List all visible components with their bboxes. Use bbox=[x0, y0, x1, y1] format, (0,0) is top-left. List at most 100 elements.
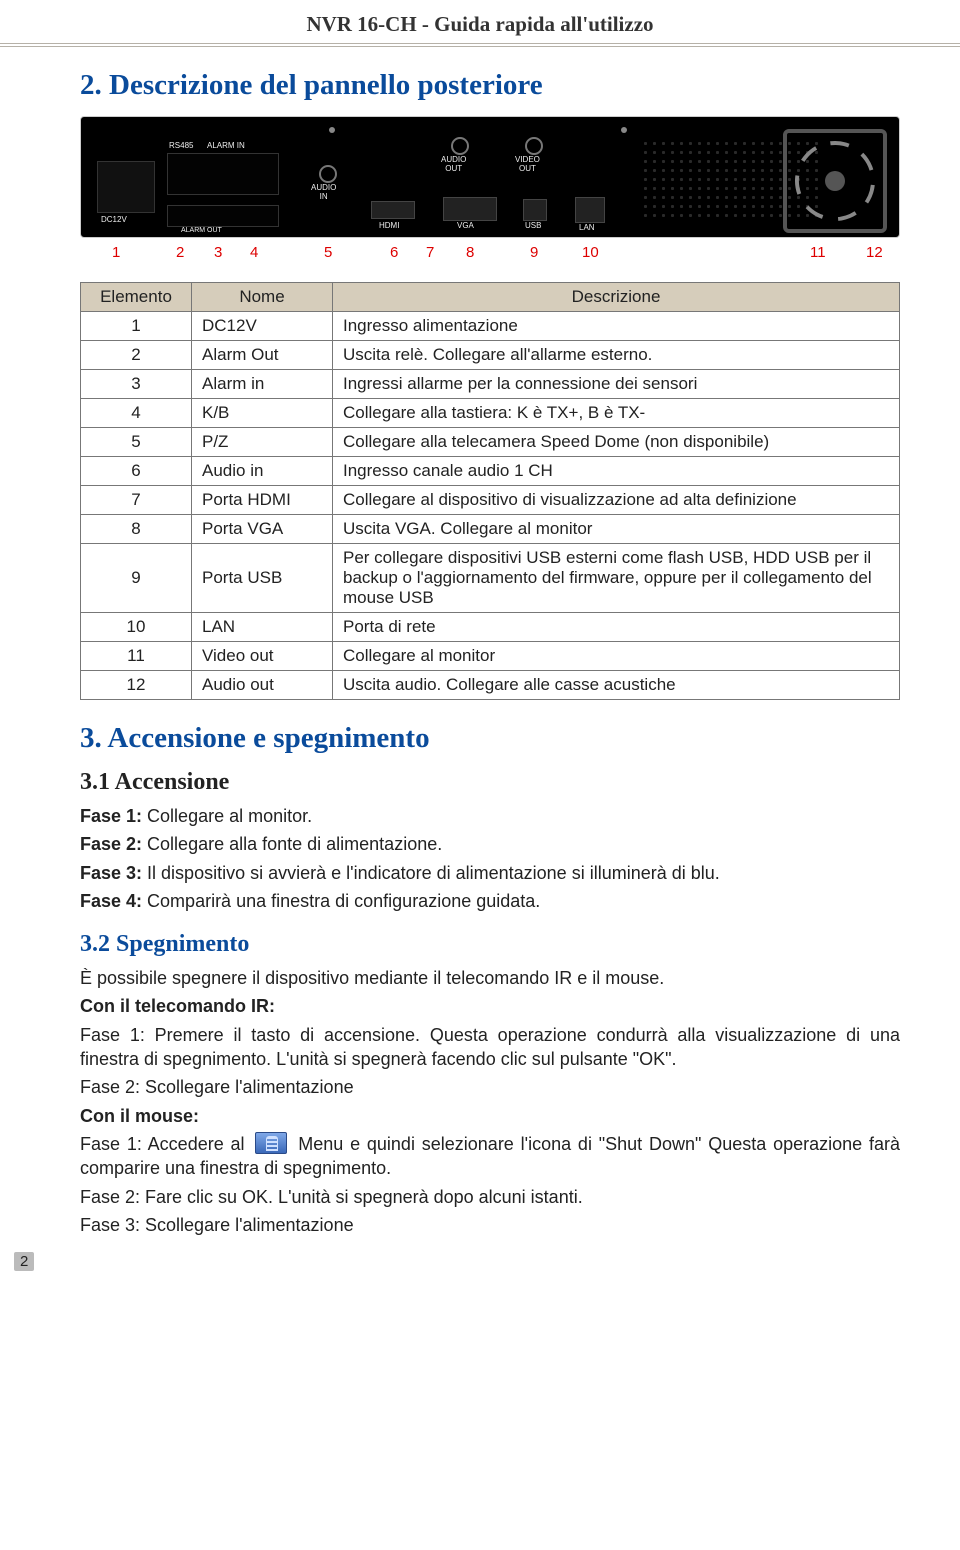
sec31-line: Fase 3: Il dispositivo si avvierà e l'in… bbox=[80, 861, 900, 885]
cell-elemento: 4 bbox=[81, 399, 192, 428]
fase-label: Fase 4: bbox=[80, 891, 142, 911]
cell-elemento: 1 bbox=[81, 312, 192, 341]
fase-label: Fase 1: bbox=[80, 806, 142, 826]
sec32-title: 3.2 Spegnimento bbox=[80, 931, 900, 958]
annotation-7: 7 bbox=[426, 244, 434, 261]
cell-nome: LAN bbox=[192, 613, 333, 642]
section3-title: 3. Accensione e spegnimento bbox=[80, 722, 900, 755]
label-alarm-out: ALARM OUT bbox=[181, 227, 222, 234]
cell-nome: K/B bbox=[192, 399, 333, 428]
cell-descrizione: Uscita audio. Collegare alle casse acust… bbox=[333, 671, 900, 700]
label-audio-out: AUDIOOUT bbox=[441, 155, 466, 173]
cell-elemento: 2 bbox=[81, 341, 192, 370]
cell-descrizione: Collegare alla telecamera Speed Dome (no… bbox=[333, 428, 900, 457]
fase-label: Fase 3: bbox=[80, 863, 142, 883]
label-lan: LAN bbox=[579, 223, 595, 232]
table-row: 5P/ZCollegare alla telecamera Speed Dome… bbox=[81, 428, 900, 457]
sec32-mouse-p1: Fase 1: Accedere al Menu e quindi selezi… bbox=[80, 1132, 900, 1181]
sec31-title: 3.1 Accensione bbox=[80, 769, 900, 796]
sec32-mouse-label: Con il mouse: bbox=[80, 1104, 900, 1128]
panel-table: Elemento Nome Descrizione 1DC12VIngresso… bbox=[80, 282, 900, 700]
shutdown-menu-icon bbox=[255, 1132, 287, 1154]
cell-elemento: 6 bbox=[81, 457, 192, 486]
cell-elemento: 9 bbox=[81, 544, 192, 613]
cell-nome: Video out bbox=[192, 642, 333, 671]
annotation-6: 6 bbox=[390, 244, 398, 261]
cell-descrizione: Ingresso canale audio 1 CH bbox=[333, 457, 900, 486]
cell-descrizione: Porta di rete bbox=[333, 613, 900, 642]
annotation-2: 2 bbox=[176, 244, 184, 261]
table-row: 12Audio outUscita audio. Collegare alle … bbox=[81, 671, 900, 700]
cell-descrizione: Ingresso alimentazione bbox=[333, 312, 900, 341]
sec32-ir-label: Con il telecomando IR: bbox=[80, 994, 900, 1018]
cell-elemento: 11 bbox=[81, 642, 192, 671]
cell-descrizione: Ingressi allarme per la connessione dei … bbox=[333, 370, 900, 399]
sec32-ir-p1: Fase 1: Premere il tasto di accensione. … bbox=[80, 1023, 900, 1072]
sec31-line: Fase 1: Collegare al monitor. bbox=[80, 804, 900, 828]
section2-title: 2. Descrizione del pannello posteriore bbox=[80, 69, 900, 102]
cell-descrizione: Collegare al monitor bbox=[333, 642, 900, 671]
table-row: 9Porta USBPer collegare dispositivi USB … bbox=[81, 544, 900, 613]
sec32-intro: È possibile spegnere il dispositivo medi… bbox=[80, 966, 900, 990]
annotation-row: 123456789101112 bbox=[80, 244, 900, 282]
annotation-5: 5 bbox=[324, 244, 332, 261]
cell-descrizione: Uscita relè. Collegare all'allarme ester… bbox=[333, 341, 900, 370]
label-dc12v: DC12V bbox=[101, 215, 127, 224]
cell-nome: Porta USB bbox=[192, 544, 333, 613]
sec31-line: Fase 2: Collegare alla fonte di alimenta… bbox=[80, 832, 900, 856]
sec32-mouse-p3: Fase 3: Scollegare l'alimentazione bbox=[80, 1213, 900, 1237]
cell-nome: Alarm Out bbox=[192, 341, 333, 370]
th-descrizione: Descrizione bbox=[333, 283, 900, 312]
table-row: 3Alarm inIngressi allarme per la conness… bbox=[81, 370, 900, 399]
annotation-11: 11 bbox=[810, 244, 826, 261]
doc-title: NVR 16-CH - Guida rapida all'utilizzo bbox=[0, 0, 960, 47]
sec32-ir-p2: Fase 2: Scollegare l'alimentazione bbox=[80, 1075, 900, 1099]
annotation-1: 1 bbox=[112, 244, 120, 261]
th-elemento: Elemento bbox=[81, 283, 192, 312]
table-row: 7Porta HDMICollegare al dispositivo di v… bbox=[81, 486, 900, 515]
annotation-10: 10 bbox=[582, 244, 599, 261]
label-rs485: RS485 bbox=[169, 141, 193, 150]
annotation-12: 12 bbox=[866, 244, 883, 261]
sec32-mouse-p2: Fase 2: Fare clic su OK. L'unità si speg… bbox=[80, 1185, 900, 1209]
fase-text: Comparirà una finestra di configurazione… bbox=[142, 891, 540, 911]
cell-nome: P/Z bbox=[192, 428, 333, 457]
sec31-line: Fase 4: Comparirà una finestra di config… bbox=[80, 889, 900, 913]
cell-nome: Porta HDMI bbox=[192, 486, 333, 515]
fase-text: Collegare alla fonte di alimentazione. bbox=[142, 834, 442, 854]
cell-nome: DC12V bbox=[192, 312, 333, 341]
table-row: 10LANPorta di rete bbox=[81, 613, 900, 642]
cell-nome: Alarm in bbox=[192, 370, 333, 399]
label-audio-in: AUDIOIN bbox=[311, 183, 336, 201]
cell-elemento: 12 bbox=[81, 671, 192, 700]
label-alarm-in: ALARM IN bbox=[207, 141, 245, 150]
fase-text: Il dispositivo si avvierà e l'indicatore… bbox=[142, 863, 720, 883]
cell-descrizione: Per collegare dispositivi USB esterni co… bbox=[333, 544, 900, 613]
table-row: 4K/BCollegare alla tastiera: K è TX+, B … bbox=[81, 399, 900, 428]
cell-descrizione: Collegare alla tastiera: K è TX+, B è TX… bbox=[333, 399, 900, 428]
fase-text: Collegare al monitor. bbox=[142, 806, 312, 826]
cell-descrizione: Uscita VGA. Collegare al monitor bbox=[333, 515, 900, 544]
annotation-9: 9 bbox=[530, 244, 538, 261]
cell-descrizione: Collegare al dispositivo di visualizzazi… bbox=[333, 486, 900, 515]
cell-nome: Audio out bbox=[192, 671, 333, 700]
label-vga: VGA bbox=[457, 221, 474, 230]
annotation-4: 4 bbox=[250, 244, 258, 261]
label-video-out: VIDEOOUT bbox=[515, 155, 540, 173]
cell-nome: Audio in bbox=[192, 457, 333, 486]
table-row: 1DC12VIngresso alimentazione bbox=[81, 312, 900, 341]
table-row: 8Porta VGAUscita VGA. Collegare al monit… bbox=[81, 515, 900, 544]
cell-nome: Porta VGA bbox=[192, 515, 333, 544]
cell-elemento: 10 bbox=[81, 613, 192, 642]
fase-label: Fase 2: bbox=[80, 834, 142, 854]
cell-elemento: 7 bbox=[81, 486, 192, 515]
th-nome: Nome bbox=[192, 283, 333, 312]
label-hdmi: HDMI bbox=[379, 221, 399, 230]
page-number: 2 bbox=[14, 1252, 34, 1271]
cell-elemento: 5 bbox=[81, 428, 192, 457]
annotation-3: 3 bbox=[214, 244, 222, 261]
cell-elemento: 3 bbox=[81, 370, 192, 399]
cell-elemento: 8 bbox=[81, 515, 192, 544]
table-row: 6Audio inIngresso canale audio 1 CH bbox=[81, 457, 900, 486]
sec32-mouse-p1a: Fase 1: Accedere al bbox=[80, 1134, 251, 1154]
